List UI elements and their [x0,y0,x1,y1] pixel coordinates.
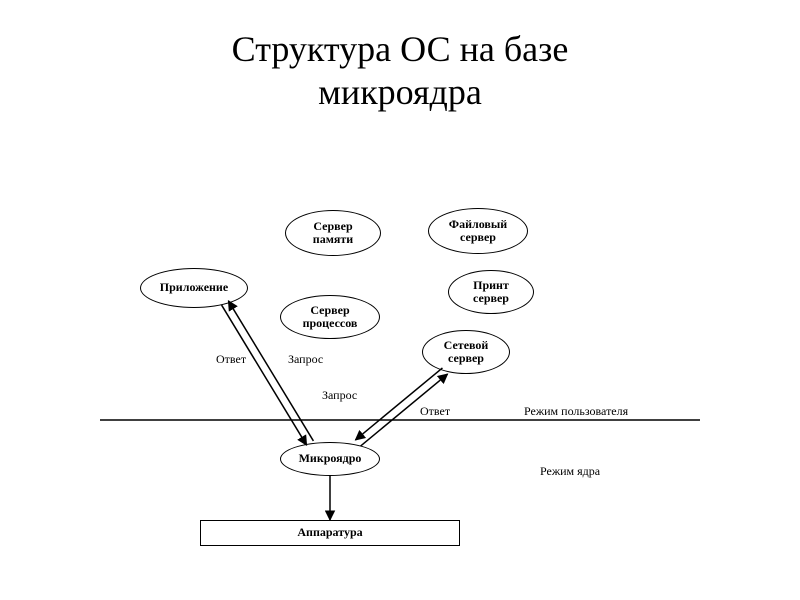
title-line2: микроядра [318,72,482,112]
node-memory-server-label: Сервер памяти [313,220,353,246]
node-microkernel: Микроядро [280,442,380,476]
label-answer-right: Ответ [420,404,450,419]
page-title: Структура ОС на базе микроядра [0,0,800,114]
node-application: Приложение [140,268,248,308]
node-print-server: Принт сервер [448,270,534,314]
label-kernel-mode: Режим ядра [540,464,600,479]
title-line1: Структура ОС на базе [232,29,569,69]
node-network-server-label: Сетевой сервер [444,339,489,365]
label-request-left: Запрос [288,352,323,367]
node-file-server: Файловый сервер [428,208,528,254]
node-process-server-label: Сервер процессов [303,304,358,330]
node-microkernel-label: Микроядро [299,452,362,465]
node-print-server-label: Принт сервер [473,279,509,305]
node-network-server: Сетевой сервер [422,330,510,374]
label-request-right: Запрос [322,388,357,403]
node-application-label: Приложение [160,281,228,294]
node-hardware-label: Аппаратура [297,526,362,539]
node-memory-server: Сервер памяти [285,210,381,256]
node-file-server-label: Файловый сервер [449,218,507,244]
label-user-mode: Режим пользователя [524,404,628,419]
node-hardware: Аппаратура [200,520,460,546]
label-answer-left: Ответ [216,352,246,367]
node-process-server: Сервер процессов [280,295,380,339]
